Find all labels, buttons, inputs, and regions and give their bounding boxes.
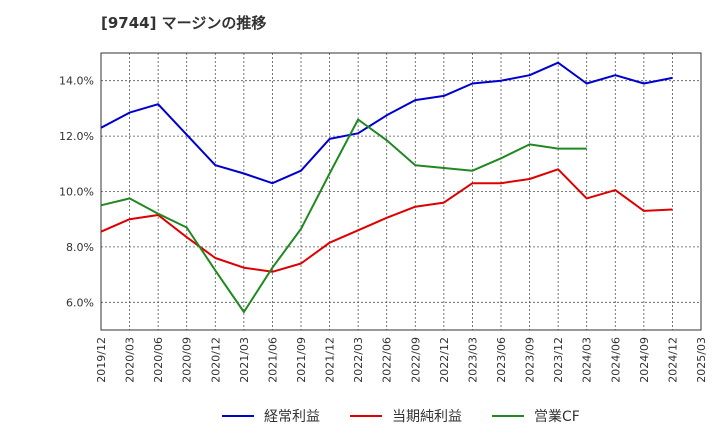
series-lines: [100, 61, 673, 313]
x-tick-label: 2024/12: [666, 337, 679, 383]
x-tick-label: 2019/12: [95, 337, 108, 383]
x-tick-label: 2022/06: [381, 337, 394, 383]
x-tick-label: 2024/09: [638, 337, 651, 383]
y-tick-label: 10.0%: [59, 186, 94, 199]
legend-swatch: [350, 415, 382, 417]
x-tick-label: 2022/03: [352, 337, 365, 383]
gridlines: [101, 53, 701, 330]
legend-label: 当期純利益: [392, 409, 462, 425]
legend-item: 当期純利益: [350, 404, 462, 428]
legend: 経常利益 当期純利益 営業CF: [0, 404, 720, 428]
legend-swatch: [222, 415, 254, 417]
legend-item: 経常利益: [222, 404, 320, 428]
y-tick-label: 14.0%: [59, 75, 94, 88]
series-line-3: [100, 118, 587, 313]
x-tick-label: 2020/09: [181, 337, 194, 383]
x-tick-label: 2022/12: [438, 337, 451, 383]
x-tick-label: 2024/06: [609, 337, 622, 383]
x-tick-label: 2022/09: [409, 337, 422, 383]
series-line-2: [100, 168, 673, 273]
x-tick-label: 2023/09: [524, 337, 537, 383]
legend-label: 営業CF: [534, 409, 580, 425]
chart-title: [9744] マージンの推移: [101, 14, 267, 32]
y-tick-label: 8.0%: [66, 241, 94, 254]
x-tick-label: 2021/12: [324, 337, 337, 383]
legend-label: 経常利益: [264, 409, 320, 425]
legend-swatch: [492, 415, 524, 417]
x-tick-label: 2021/03: [238, 337, 251, 383]
x-tick-label: 2025/03: [695, 337, 708, 383]
x-tick-label: 2021/06: [266, 337, 279, 383]
x-tick-label: 2023/12: [552, 337, 565, 383]
y-axis-ticks: 6.0% 8.0% 10.0% 12.0% 14.0%: [59, 75, 94, 310]
legend-item: 営業CF: [492, 404, 580, 428]
x-axis-ticks: 2019/12 2020/03 2020/06 2020/09 2020/12 2021/…: [95, 337, 708, 383]
x-tick-label: 2023/06: [495, 337, 508, 383]
plot-area-frame: [100, 52, 702, 331]
y-tick-label: 6.0%: [66, 296, 94, 309]
x-tick-label: 2020/06: [152, 337, 165, 383]
x-tick-label: 2021/09: [295, 337, 308, 383]
x-tick-label: 2024/03: [581, 337, 594, 383]
x-tick-label: 2020/12: [209, 337, 222, 383]
x-tick-label: 2023/03: [466, 337, 479, 383]
y-tick-label: 12.0%: [59, 130, 94, 143]
x-tick-label: 2020/03: [124, 337, 137, 383]
series-line-1: [100, 61, 673, 185]
